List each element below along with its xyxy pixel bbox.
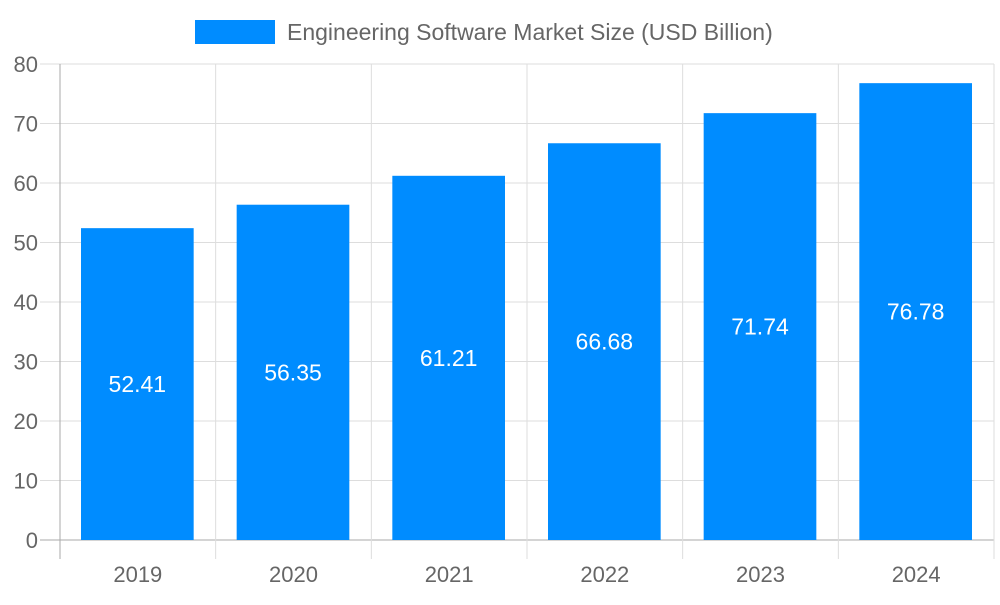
legend-label: Engineering Software Market Size (USD Bi… bbox=[287, 19, 773, 45]
x-tick-label: 2019 bbox=[113, 562, 162, 587]
data-label: 66.68 bbox=[576, 329, 634, 355]
bar-2020 bbox=[236, 204, 350, 540]
x-tick-label: 2021 bbox=[425, 562, 474, 587]
data-label: 52.41 bbox=[109, 371, 167, 397]
x-tick-label: 2020 bbox=[269, 562, 318, 587]
data-label: 61.21 bbox=[420, 345, 478, 371]
y-tick-label: 20 bbox=[14, 409, 38, 434]
y-tick-label: 80 bbox=[14, 52, 38, 77]
y-tick-label: 40 bbox=[14, 290, 38, 315]
y-tick-label: 0 bbox=[26, 528, 38, 553]
bar-2021 bbox=[392, 175, 505, 540]
y-tick-label: 10 bbox=[14, 469, 38, 494]
legend-swatch bbox=[195, 20, 275, 44]
y-tick-label: 60 bbox=[14, 171, 38, 196]
bar-2019 bbox=[81, 228, 194, 540]
data-label: 56.35 bbox=[264, 359, 322, 385]
bar-2024 bbox=[859, 83, 972, 540]
x-tick-label: 2023 bbox=[736, 562, 785, 587]
x-tick-label: 2024 bbox=[892, 562, 941, 587]
data-label: 71.74 bbox=[731, 314, 789, 340]
legend[interactable]: Engineering Software Market Size (USD Bi… bbox=[195, 19, 773, 45]
data-label: 76.78 bbox=[887, 299, 945, 325]
y-tick-label: 70 bbox=[14, 112, 38, 137]
bar-2023 bbox=[703, 113, 817, 540]
y-tick-label: 50 bbox=[14, 231, 38, 256]
bar-2022 bbox=[548, 143, 661, 540]
y-tick-label: 30 bbox=[14, 350, 38, 375]
x-tick-label: 2022 bbox=[580, 562, 629, 587]
